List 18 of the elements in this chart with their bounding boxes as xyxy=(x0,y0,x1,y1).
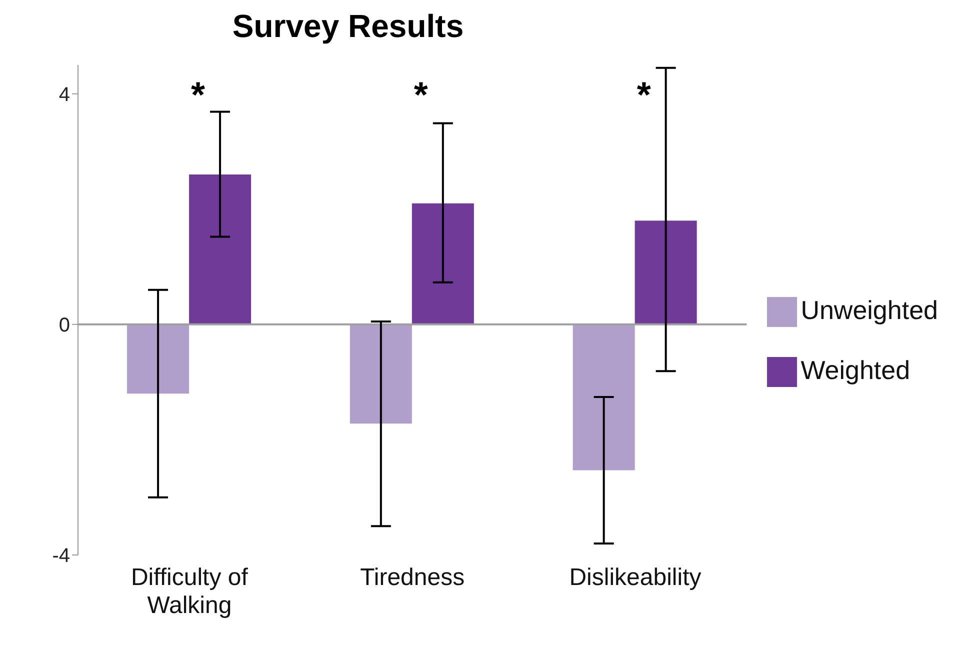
annotation: * xyxy=(191,74,206,115)
x-tick-label: Difficulty of Walking xyxy=(130,564,248,619)
bar xyxy=(572,324,635,470)
legend-label: Weighted xyxy=(800,355,910,385)
annotation: * xyxy=(414,74,428,115)
x-tick-label: Tiredness xyxy=(360,564,465,591)
legend-label: Unweighted xyxy=(800,295,938,325)
bar xyxy=(412,203,474,324)
annotation: * xyxy=(636,74,651,115)
bar xyxy=(127,324,190,394)
y-tick-label: -4 xyxy=(52,545,70,568)
chart-title: Survey Results xyxy=(231,8,465,45)
bar xyxy=(634,220,697,324)
bar xyxy=(189,174,252,324)
y-tick-label: 4 xyxy=(58,84,70,106)
x-tick-label: Dislikeability xyxy=(569,564,702,591)
bar xyxy=(350,324,412,424)
y-tick-label: 0 xyxy=(58,314,70,337)
